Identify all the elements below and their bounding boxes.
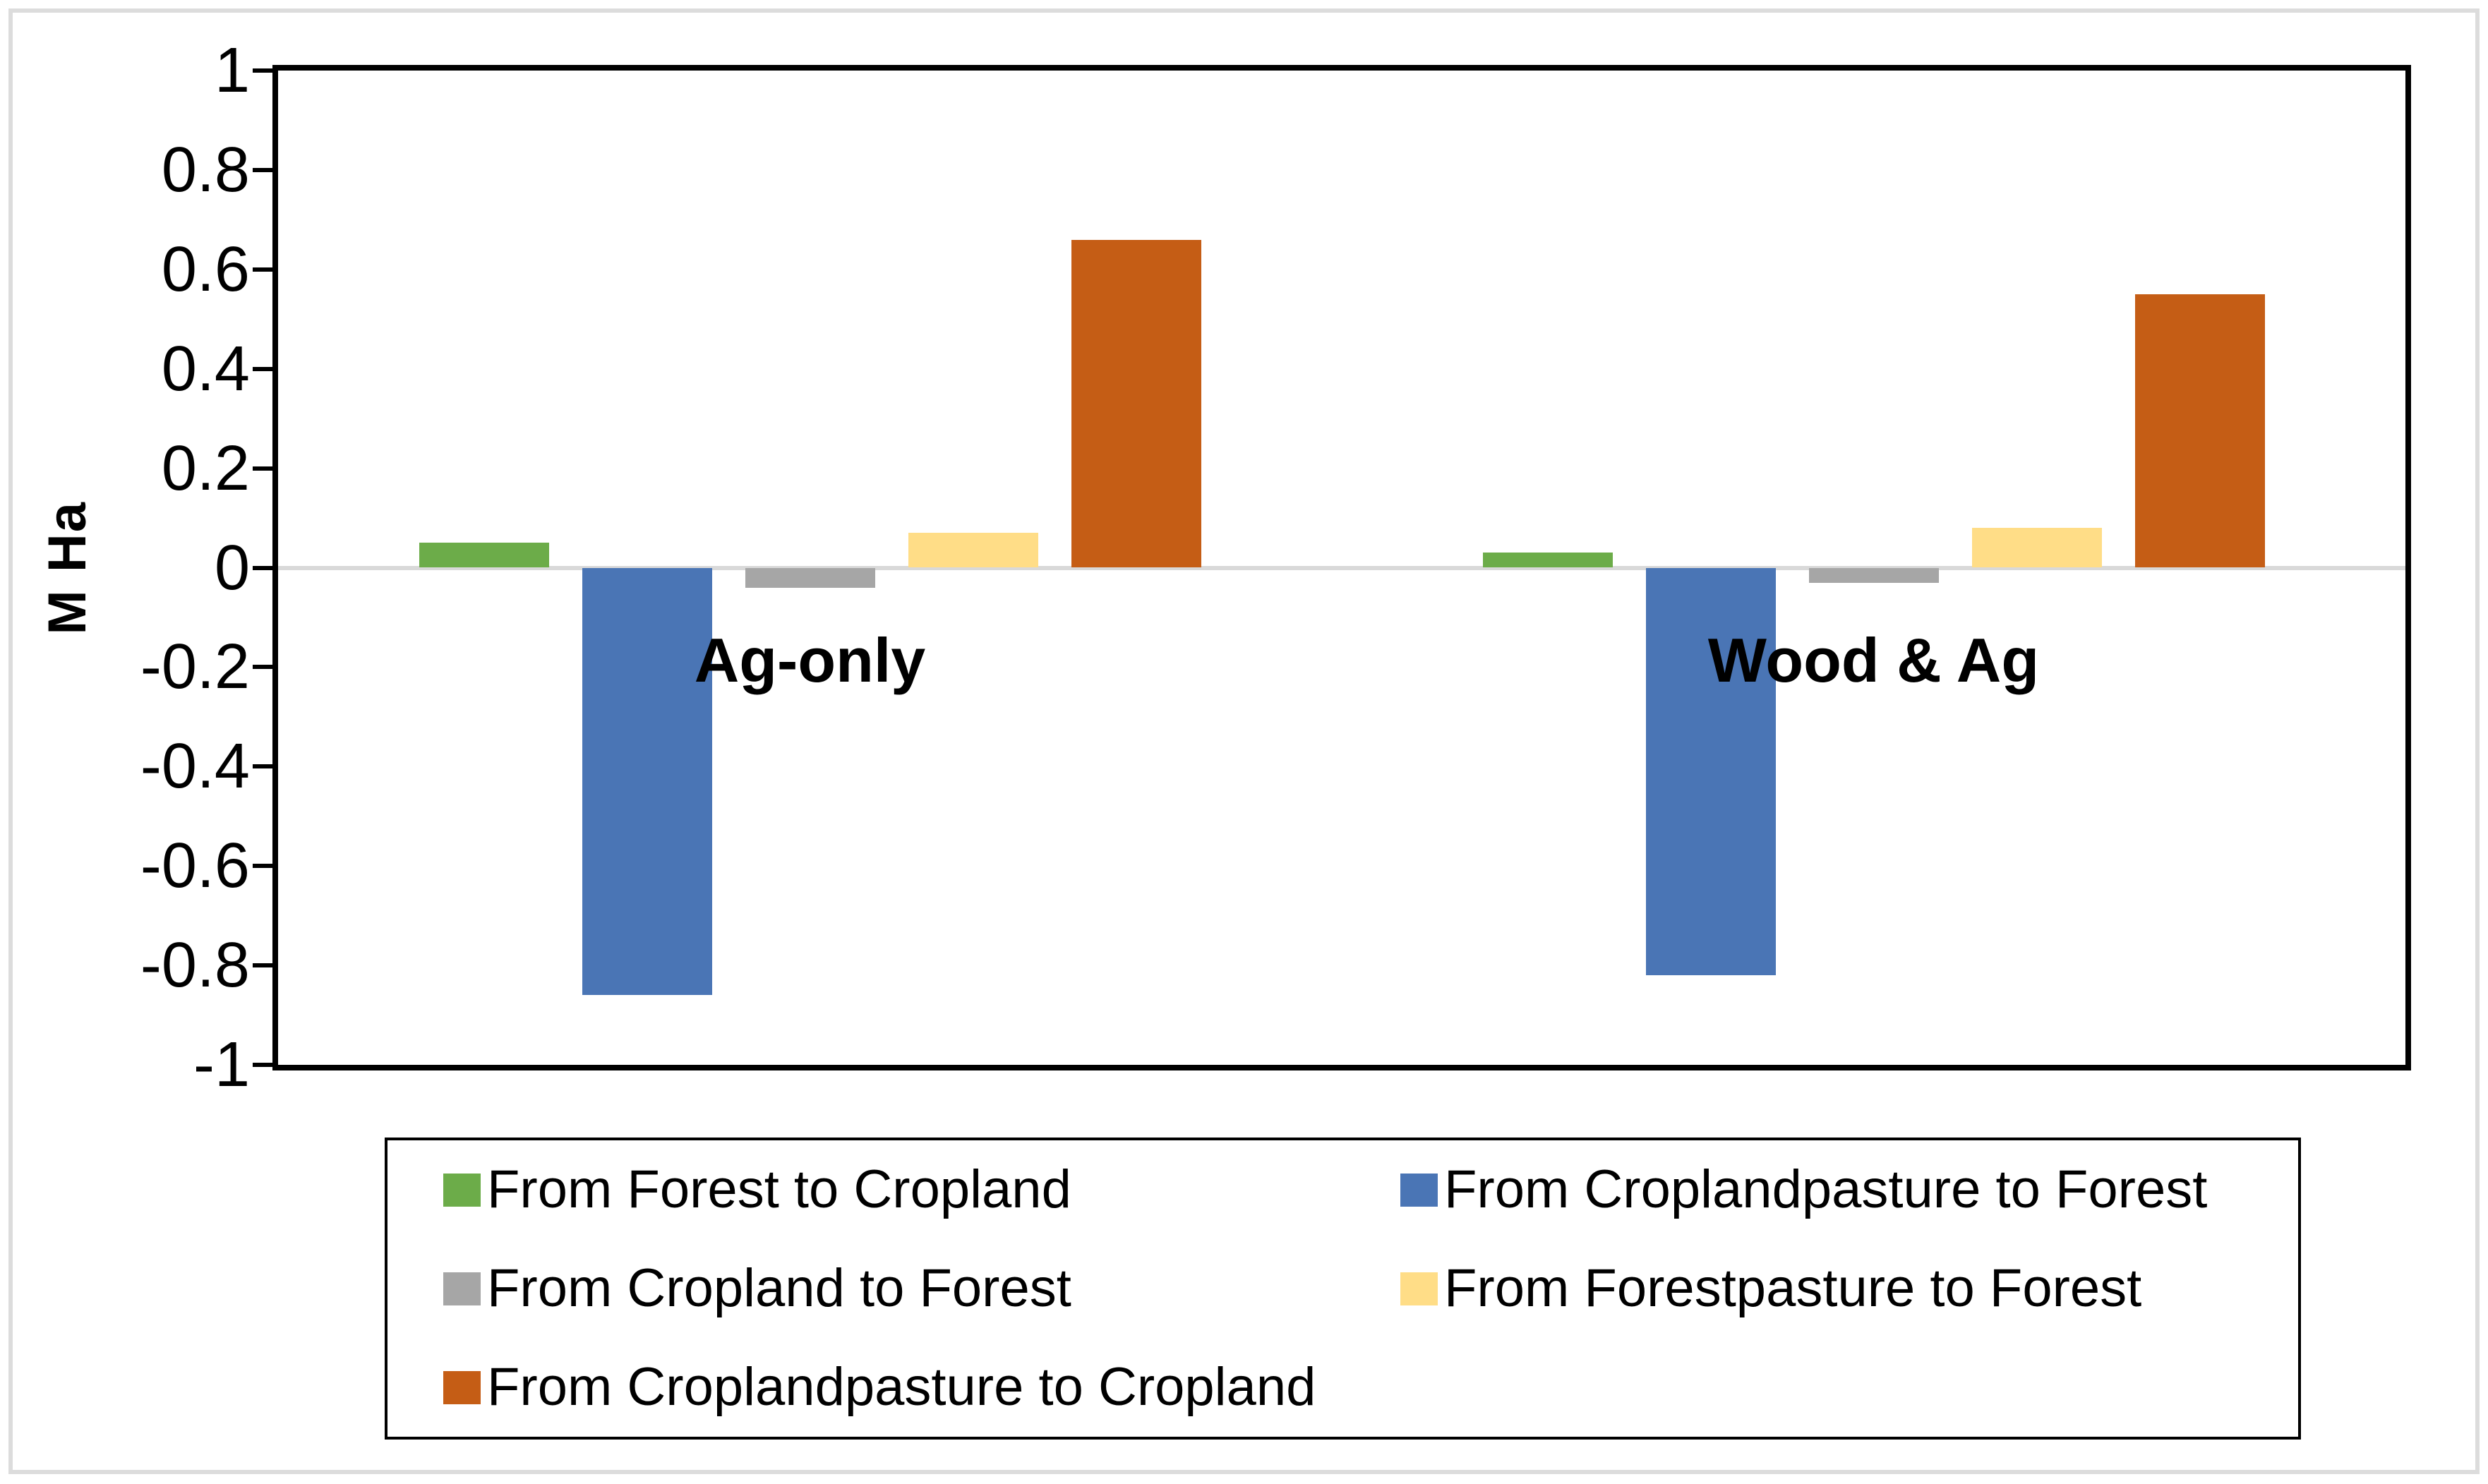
- category-label: Ag-only: [694, 625, 926, 695]
- legend-color-swatch-icon: [1400, 1173, 1438, 1207]
- y-tick-label: -0.2: [140, 632, 250, 703]
- bar: [745, 567, 875, 588]
- bar: [1646, 567, 1776, 976]
- legend-label: From Croplandpasture to Cropland: [487, 1357, 1316, 1418]
- legend-color-swatch-icon: [443, 1173, 481, 1207]
- y-tick-mark: [253, 366, 272, 371]
- y-tick-mark: [253, 963, 272, 968]
- bar: [1972, 528, 2102, 568]
- bar: [419, 543, 549, 568]
- plot-area: 1 0.8 0.6 0.4 0.2 0 -0.2 -0.4 -0.6 -0.8 -1 Ag-only W…: [140, 35, 2411, 1100]
- legend-item: From Croplandpasture to Forest: [1400, 1160, 2298, 1219]
- y-tick-mark: [253, 68, 272, 73]
- bar: [1809, 567, 1939, 583]
- bar: [1071, 239, 1201, 568]
- y-tick-mark: [253, 864, 272, 869]
- bar: [908, 533, 1038, 568]
- y-tick-label: 0.8: [161, 134, 250, 205]
- legend-item: From Forestpasture to Forest: [1400, 1259, 2298, 1318]
- y-tick-mark: [253, 466, 272, 471]
- legend-label: From Forestpasture to Forest: [1444, 1258, 2142, 1319]
- y-tick-label: 0.6: [161, 234, 250, 305]
- y-tick-label: 1: [214, 35, 250, 106]
- bar: [1483, 553, 1613, 568]
- y-tick-mark: [253, 565, 272, 570]
- y-tick-label: -0.6: [140, 831, 250, 902]
- legend-color-swatch-icon: [443, 1272, 481, 1305]
- y-tick-mark: [253, 764, 272, 769]
- zero-gridline: [278, 565, 2405, 570]
- y-tick-mark: [253, 267, 272, 272]
- legend-item: From Croplandpasture to Cropland: [443, 1358, 1400, 1417]
- y-tick-label: 0: [214, 532, 250, 603]
- y-tick-mark: [253, 167, 272, 172]
- legend-item: From Cropland to Forest: [443, 1259, 1400, 1318]
- legend-label: From Croplandpasture to Forest: [1444, 1159, 2208, 1220]
- y-tick-label: -0.4: [140, 731, 250, 802]
- y-tick-label: 0.4: [161, 333, 250, 404]
- legend-color-swatch-icon: [443, 1370, 481, 1404]
- legend-box: From Forest to Cropland From Croplandpast…: [385, 1138, 2301, 1440]
- y-tick-label: -1: [193, 1030, 250, 1100]
- legend-label: From Cropland to Forest: [487, 1258, 1071, 1319]
- bar: [2135, 294, 2265, 568]
- y-tick-mark: [253, 665, 272, 670]
- legend-label: From Forest to Cropland: [487, 1159, 1071, 1220]
- y-tick-mark: [253, 1063, 272, 1067]
- y-tick-label: 0.2: [161, 433, 250, 504]
- category-label: Wood & Ag: [1707, 625, 2040, 695]
- y-tick-label: -0.8: [140, 930, 250, 1001]
- bar: [582, 567, 712, 996]
- legend-item: From Forest to Cropland: [443, 1160, 1400, 1219]
- legend-color-swatch-icon: [1400, 1272, 1438, 1305]
